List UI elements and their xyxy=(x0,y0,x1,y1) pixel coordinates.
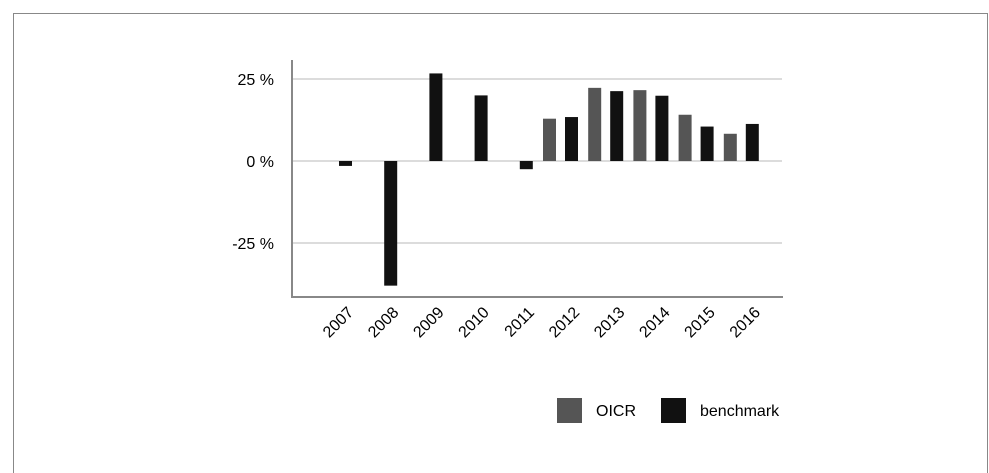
bar-benchmark-2016 xyxy=(745,123,759,161)
legend: OICR benchmark xyxy=(557,398,780,423)
bar-benchmark-2010 xyxy=(474,95,488,161)
bar-oicr-2014 xyxy=(633,90,647,161)
x-tick-label: 2010 xyxy=(456,304,493,341)
legend-label-oicr: OICR xyxy=(596,403,636,420)
x-tick-label: 2009 xyxy=(410,304,447,341)
y-tick-label: 0 % xyxy=(246,154,274,171)
x-tick-label: 2011 xyxy=(502,304,538,340)
bar-oicr-2012 xyxy=(543,118,556,161)
legend-swatch-oicr xyxy=(557,398,582,423)
x-tick-label: 2014 xyxy=(636,304,673,341)
x-tick-label: 2016 xyxy=(727,304,764,341)
bar-chart: 25 %0 %-25 % 2007 2008 2009 2010 2011 2012 201… xyxy=(232,60,783,423)
legend-swatch-benchmark xyxy=(661,398,686,423)
x-tick-label: 2013 xyxy=(591,304,628,341)
bar-oicr-2016 xyxy=(723,133,737,161)
x-tick-label: 2015 xyxy=(682,304,719,341)
bar-benchmark-2008 xyxy=(384,161,398,286)
bar-oicr-2015 xyxy=(678,114,692,161)
axes xyxy=(291,60,783,298)
bar-benchmark-2015 xyxy=(700,126,714,161)
y-tick-labels: 25 % 0 % -25 % xyxy=(232,72,274,253)
bar-benchmark-2007 xyxy=(339,161,352,166)
bar-benchmark-2014 xyxy=(655,95,669,161)
chart-frame xyxy=(13,13,988,473)
x-tick-label: 2012 xyxy=(546,304,583,341)
x-tick-label: 2008 xyxy=(365,304,402,341)
x-tick-labels: 2007 2008 2009 2010 2011 2012 2013 2014 2015 2016 xyxy=(320,304,764,341)
bar-benchmark-2009 xyxy=(429,73,443,161)
bars xyxy=(339,73,759,286)
bar-benchmark-2011 xyxy=(519,161,533,170)
x-tick-label: 2007 xyxy=(320,304,357,341)
y-tick-label: 25 % xyxy=(238,72,274,89)
gridlines xyxy=(292,78,782,244)
bar-oicr-2013 xyxy=(588,87,602,161)
y-tick-label: -25 % xyxy=(232,236,274,253)
legend-label-benchmark: benchmark xyxy=(700,403,780,420)
bar-benchmark-2013 xyxy=(610,91,624,161)
bar-benchmark-2012 xyxy=(565,117,578,161)
